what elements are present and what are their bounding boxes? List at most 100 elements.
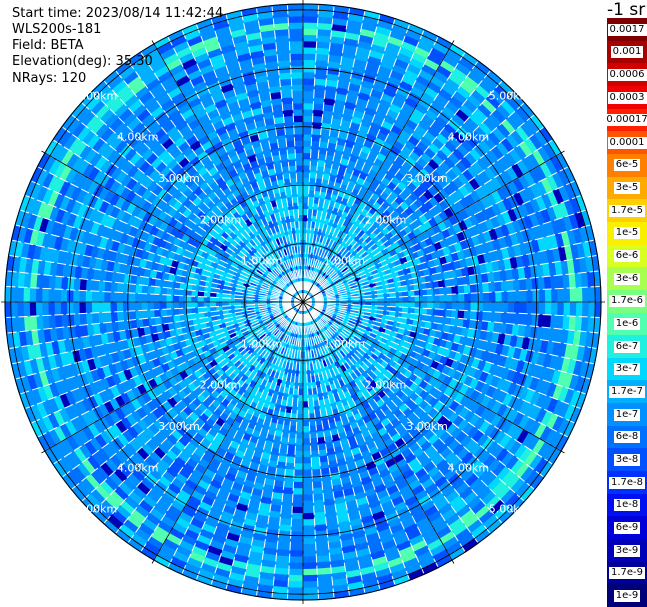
ppi-cell: [341, 331, 349, 338]
ppi-cell: [255, 283, 263, 289]
ppi-cell: [427, 259, 436, 269]
ppi-cell: [453, 403, 465, 416]
ppi-cell: [231, 514, 246, 525]
ppi-cell: [275, 555, 290, 563]
ppi-cell: [173, 456, 187, 469]
ppi-cell: [546, 382, 558, 399]
ppi-cell: [149, 324, 158, 335]
ppi-cell: [358, 270, 366, 277]
ppi-cell: [531, 277, 540, 291]
ppi-cell: [302, 587, 319, 595]
ppi-cell: [338, 311, 346, 316]
ppi-cell: [197, 457, 210, 470]
ppi-cell: [67, 325, 77, 339]
ppi-cell: [190, 489, 205, 502]
ppi-cell: [198, 317, 206, 325]
ppi-cell: [122, 459, 137, 474]
ppi-cell: [134, 363, 145, 376]
ppi-cell: [426, 308, 434, 316]
ppi-cell: [478, 468, 493, 483]
ppi-cell: [281, 493, 293, 501]
ppi-cell: [563, 183, 577, 201]
ppi-cell: [330, 262, 337, 270]
ppi-cell: [322, 282, 329, 288]
ppi-cell: [380, 500, 395, 512]
ppi-cell: [320, 279, 327, 286]
ppi-cell: [578, 361, 589, 379]
ppi-cell: [308, 419, 316, 427]
ppi-cell: [42, 431, 56, 449]
ppi-cell: [555, 434, 570, 452]
ppi-cell: [436, 64, 453, 79]
ppi-cell: [372, 37, 389, 49]
ppi-cell: [219, 549, 236, 561]
ppi-cell: [303, 220, 308, 228]
ppi-cell: [431, 454, 445, 467]
ppi-cell: [124, 400, 137, 414]
ppi-cell: [240, 301, 248, 306]
ppi-cell: [130, 265, 140, 276]
ppi-cell: [141, 284, 149, 294]
ppi-cell: [338, 431, 348, 441]
ppi-cell: [315, 274, 321, 282]
ppi-cell: [153, 301, 161, 310]
ppi-cell: [274, 344, 281, 353]
ppi-cell: [385, 81, 400, 93]
ppi-cell: [445, 541, 463, 556]
ppi-cell: [248, 314, 256, 320]
ppi-cell: [408, 113, 423, 126]
ppi-cell: [130, 409, 143, 423]
ppi-cell: [210, 533, 227, 545]
ppi-cell: [4, 316, 13, 334]
ppi-cell: [266, 310, 274, 314]
ppi-cell: [137, 372, 149, 384]
ppi-cell: [330, 272, 338, 279]
ppi-cell: [313, 96, 325, 105]
ppi-cell: [520, 290, 528, 303]
ppi-cell: [536, 264, 545, 278]
ppi-cell: [123, 442, 137, 457]
ppi-cell: [103, 387, 115, 401]
ppi-cell: [374, 262, 383, 270]
ppi-cell: [472, 482, 488, 497]
ppi-cell: [463, 98, 479, 114]
ppi-cell: [317, 28, 333, 37]
ppi-cell: [396, 113, 410, 125]
ppi-cell: [149, 434, 163, 448]
ppi-cell: [420, 499, 436, 513]
ppi-cell: [362, 583, 381, 595]
ppi-cell: [237, 277, 246, 283]
ppi-cell: [161, 271, 170, 281]
ppi-cell: [302, 550, 317, 558]
ppi-cell: [355, 279, 363, 285]
ppi-cell: [138, 430, 151, 444]
ppi-cell: [50, 220, 62, 237]
ppi-cell: [340, 239, 348, 247]
ppi-cell: [286, 593, 303, 601]
ppi-cell: [215, 301, 223, 307]
ppi-cell: [263, 439, 274, 449]
ppi-cell: [355, 333, 363, 340]
ppi-cell: [263, 329, 271, 336]
ppi-cell: [519, 466, 535, 483]
ppi-cell: [303, 21, 319, 30]
ppi-cell: [277, 353, 283, 361]
ppi-cell: [267, 332, 274, 340]
ppi-cell: [443, 195, 455, 208]
ppi-cell: [568, 374, 580, 392]
ppi-cell: [402, 557, 420, 570]
ppi-cell: [396, 134, 409, 147]
ppi-cell: [305, 357, 310, 365]
ppi-cell: [254, 286, 262, 291]
ppi-cell: [482, 230, 493, 243]
ppi-cell: [457, 310, 465, 320]
ppi-cell: [330, 35, 346, 45]
ppi-cell: [119, 404, 132, 418]
ppi-cell: [303, 15, 319, 23]
ppi-cell: [64, 404, 77, 421]
ppi-cell: [334, 451, 345, 461]
ppi-cell: [427, 449, 441, 462]
ppi-cell: [53, 394, 65, 411]
ppi-cell: [338, 74, 352, 84]
ppi-cell: [554, 328, 563, 344]
